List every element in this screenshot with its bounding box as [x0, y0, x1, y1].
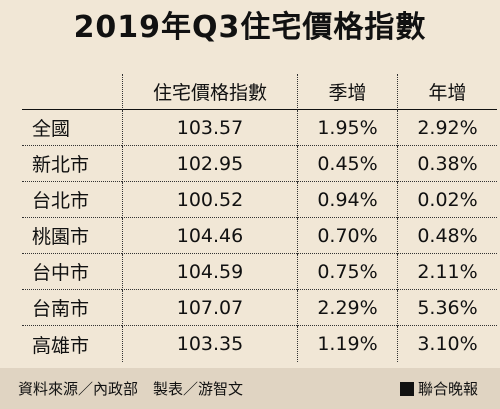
row-index: 103.35: [122, 326, 297, 362]
row-area: 全國: [22, 110, 122, 146]
row-index: 100.52: [122, 182, 297, 218]
row-qoq: 0.94%: [297, 182, 397, 218]
row-yoy: 0.38%: [397, 146, 497, 182]
row-index: 103.57: [122, 110, 297, 146]
row-yoy: 2.11%: [397, 254, 497, 290]
source-credit: 資料來源／內政部 製表／游智文: [18, 380, 244, 398]
row-qoq: 1.95%: [297, 110, 397, 146]
row-qoq: 1.19%: [297, 326, 397, 362]
row-area: 台北市: [22, 182, 122, 218]
table-header-qoq: 季增: [297, 74, 397, 110]
row-area: 台中市: [22, 254, 122, 290]
table-header-index: 住宅價格指數: [122, 74, 297, 110]
page-title: 2019年Q3住宅價格指數: [73, 10, 427, 45]
row-qoq: 0.70%: [297, 218, 397, 254]
row-index: 104.46: [122, 218, 297, 254]
row-qoq: 0.45%: [297, 146, 397, 182]
row-qoq: 0.75%: [297, 254, 397, 290]
row-area: 桃園市: [22, 218, 122, 254]
brand-credit: 聯合晚報: [399, 378, 478, 399]
price-index-table: 住宅價格指數 季增 年增 全國 103.57 1.95% 2.92% 新北市 1…: [22, 74, 497, 362]
brand-name: 聯合晚報: [417, 380, 478, 398]
footer-bar: 資料來源／內政部 製表／游智文 聯合晚報: [0, 368, 500, 409]
row-yoy: 0.48%: [397, 218, 497, 254]
black-square-icon: [399, 381, 414, 396]
row-index: 104.59: [122, 254, 297, 290]
row-yoy: 5.36%: [397, 290, 497, 326]
row-index: 107.07: [122, 290, 297, 326]
table-header-yoy: 年增: [397, 74, 497, 110]
table-header-blank: [22, 74, 122, 110]
row-area: 台南市: [22, 290, 122, 326]
row-qoq: 2.29%: [297, 290, 397, 326]
row-index: 102.95: [122, 146, 297, 182]
row-yoy: 3.10%: [397, 326, 497, 362]
row-yoy: 0.02%: [397, 182, 497, 218]
row-area: 新北市: [22, 146, 122, 182]
row-yoy: 2.92%: [397, 110, 497, 146]
row-area: 高雄市: [32, 334, 90, 357]
